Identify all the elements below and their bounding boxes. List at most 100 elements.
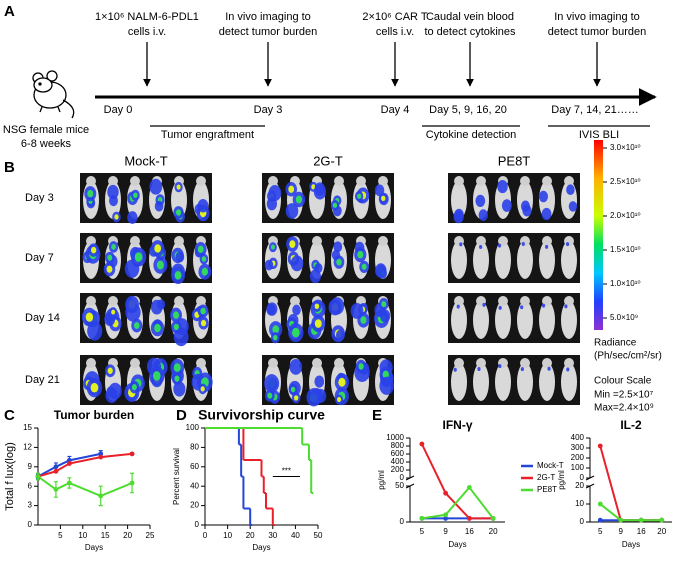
data-point	[466, 516, 472, 521]
colorbar-legend: Radiance	[594, 338, 637, 349]
x-tick-label: 10	[78, 531, 87, 540]
image-bg	[80, 173, 212, 223]
mouse-head	[454, 296, 464, 306]
y-tick-label: 40	[190, 481, 199, 490]
y-tick-label: 50	[395, 481, 404, 490]
signal-blob	[522, 204, 532, 217]
signal-core	[381, 195, 386, 202]
signal-blob	[109, 195, 118, 207]
colorbar-legend: (Ph/sec/cm²/sr)	[594, 351, 662, 362]
y-tick-label: 200	[571, 453, 585, 462]
event-label: In vivo imaging to	[554, 11, 640, 23]
mouse-body	[495, 363, 511, 401]
mouse-body	[561, 301, 577, 339]
bli-image	[80, 355, 213, 405]
image-bg	[262, 355, 394, 405]
bli-image	[262, 293, 394, 344]
x-tick-label: 30	[268, 531, 277, 540]
signal-blob	[566, 184, 575, 196]
signal-core	[381, 301, 387, 308]
data-point	[597, 517, 603, 523]
signal-blob	[285, 203, 299, 219]
x-tick-label: 20	[657, 527, 666, 536]
x-tick-label: 20	[489, 527, 498, 536]
mouse-head	[268, 358, 278, 368]
group-title: PE8T	[498, 153, 531, 168]
signal-core	[174, 375, 180, 382]
x-tick-label: 5	[420, 527, 425, 536]
y-tick-label: 0	[580, 517, 585, 526]
mouse-body	[495, 301, 511, 339]
signal-core	[87, 189, 94, 198]
data-point	[129, 451, 135, 457]
y-tick-label: 9	[28, 462, 33, 471]
y-tick-label: 60	[190, 462, 199, 471]
image-bg	[448, 293, 580, 343]
mouse-head	[86, 176, 96, 186]
mouse-head	[312, 236, 322, 246]
mouse-head	[130, 358, 140, 368]
mouse-head	[86, 296, 96, 306]
signal-core	[111, 309, 116, 315]
signal-blob	[501, 199, 512, 212]
mouse-body	[473, 363, 489, 401]
signal-core	[131, 384, 137, 391]
signal-core	[201, 256, 207, 262]
annotation: ***	[282, 467, 291, 476]
y-tick-label: 0	[580, 473, 585, 482]
mouse-icon	[32, 70, 75, 119]
group-title: Mock-T	[124, 153, 167, 168]
signal-core	[173, 363, 181, 372]
signal-core	[176, 184, 181, 190]
phase-label: Tumor engraftment	[161, 129, 254, 141]
mouse-body	[473, 241, 489, 279]
signal-blob	[107, 184, 119, 200]
series-line	[599, 503, 662, 522]
signal-core	[107, 367, 113, 374]
y-tick-label: 20	[575, 481, 584, 490]
signal-blob	[264, 259, 274, 271]
mouse-head	[196, 176, 206, 186]
mouse-head	[334, 358, 344, 368]
mouse-head	[378, 176, 388, 186]
mouse-head	[268, 176, 278, 186]
subject-label: NSG female mice	[3, 124, 89, 136]
data-point	[659, 517, 665, 523]
mouse-head	[196, 296, 206, 306]
signal-blob	[289, 359, 303, 375]
y-tick-label: 0	[400, 517, 405, 526]
signal-core	[357, 250, 364, 259]
y-tick-label: 15	[23, 423, 32, 432]
mouse-head	[542, 358, 552, 368]
signal-blob	[333, 241, 343, 253]
signal-core	[337, 397, 342, 403]
mouse-head	[454, 236, 464, 246]
data-point	[597, 501, 603, 507]
mouse-body	[473, 301, 489, 339]
x-axis-label: Days	[448, 540, 466, 549]
mouse-body	[451, 241, 467, 279]
y-tick-label: 400	[571, 433, 585, 442]
signal-core	[90, 382, 99, 393]
panel-label: B	[4, 159, 15, 176]
signal-blob	[520, 305, 524, 310]
signal-core	[357, 193, 362, 199]
phase-label: IVIS BLI	[579, 129, 619, 141]
data-point	[443, 516, 449, 521]
signal-core	[314, 319, 322, 328]
x-tick-label: 20	[123, 531, 132, 540]
mouse-head	[174, 296, 184, 306]
y-tick-label: 800	[391, 441, 405, 450]
y-tick-label: 300	[571, 443, 585, 452]
signal-core	[133, 192, 138, 198]
mouse-head	[174, 236, 184, 246]
colorbar-tick-label: 3.0×10¹⁰	[610, 143, 641, 152]
mouse-body	[495, 241, 511, 279]
signal-blob	[379, 376, 394, 395]
mouse-body	[539, 363, 555, 401]
signal-core	[197, 245, 204, 253]
signal-core	[295, 195, 303, 204]
signal-blob	[498, 364, 502, 369]
mouse-body	[539, 301, 555, 339]
bli-image	[448, 173, 580, 224]
